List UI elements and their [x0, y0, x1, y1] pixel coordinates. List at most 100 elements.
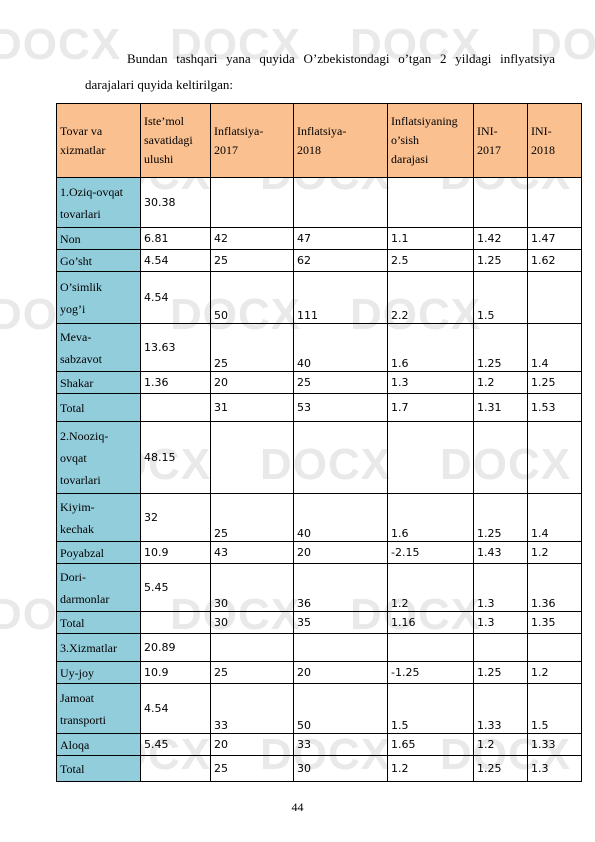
ini-2018-cell: 1.53: [527, 393, 582, 422]
item-name-cell: Total: [56, 755, 141, 782]
ini-2017-cell: 1.43: [473, 541, 528, 564]
inflation-2017-cell: 25: [210, 249, 294, 272]
header-share: Iste’mol savatidagi ulushi: [140, 103, 211, 178]
inflation-2017-cell: 20: [210, 733, 294, 756]
growth-cell: 1.5: [387, 683, 474, 734]
table-header-row: Tovar va xizmatlar Iste’mol savatidagi ulush…: [56, 103, 582, 178]
table-row: Non 6.81 42 47 1.1 1.42 1.47: [56, 227, 582, 250]
ini-2017-cell: 1.3: [473, 563, 528, 612]
growth-cell: -2.15: [387, 541, 474, 564]
item-name: Jamoat: [60, 690, 94, 705]
header-inflation-2018: Inflatsiya- 2018: [293, 103, 388, 178]
item-name: Total: [60, 400, 85, 415]
growth-cell: 2.2: [387, 271, 474, 324]
inflation-2017-cell: 20: [210, 371, 294, 394]
ini-2018-cell: 1.3: [527, 755, 582, 782]
share-cell: [140, 611, 211, 634]
share-cell: 30.38: [140, 177, 211, 228]
share-cell: 4.54: [140, 271, 211, 324]
inflation-table: Tovar va xizmatlar Iste’mol savatidagi ulush…: [56, 103, 582, 782]
growth-cell: 1.7: [387, 393, 474, 422]
inflation-2017-cell: [210, 177, 294, 228]
ini-2018-cell: [527, 633, 582, 662]
growth-cell: [387, 633, 474, 662]
item-name-cell: Poyabzal: [56, 541, 141, 564]
ini-2018-cell: 1.2: [527, 661, 582, 684]
inflation-2018-cell: 25: [293, 371, 388, 394]
item-name: kechak: [60, 521, 94, 536]
ini-2017-cell: 1.25: [473, 661, 528, 684]
inflation-2017-cell: 31: [210, 393, 294, 422]
inflation-2017-cell: 43: [210, 541, 294, 564]
share-cell: [140, 393, 211, 422]
inflation-2017-cell: 50: [210, 271, 294, 324]
ini-2017-cell: [473, 633, 528, 662]
table-row: Shakar 1.36 20 25 1.3 1.2 1.25: [56, 371, 582, 394]
inflation-2018-cell: 20: [293, 661, 388, 684]
inflation-2017-cell: 30: [210, 563, 294, 612]
inflation-2017-cell: 25: [210, 755, 294, 782]
table-row: Total 31 53 1.7 1.31 1.53: [56, 393, 582, 422]
item-name-cell: Non: [56, 227, 141, 250]
inflation-2018-cell: 20: [293, 541, 388, 564]
ini-2018-cell: 1.2: [527, 541, 582, 564]
share-cell: 10.9: [140, 661, 211, 684]
growth-cell: 2.5: [387, 249, 474, 272]
inflation-2018-cell: 47: [293, 227, 388, 250]
ini-2017-cell: 1.2: [473, 371, 528, 394]
share-cell: 13.63: [140, 323, 211, 372]
table-row: Meva-sabzavot 13.63 25 40 1.6 1.25 1.4: [56, 323, 582, 372]
share-cell: 5.45: [140, 563, 211, 612]
inflation-2018-cell: 50: [293, 683, 388, 734]
table-row: Dori-darmonlar 5.45 30 36 1.2 1.3 1.36: [56, 563, 582, 612]
inflation-2018-cell: [293, 421, 388, 494]
item-name: transporti: [60, 712, 106, 727]
ini-2018-cell: 1.5: [527, 683, 582, 734]
intro-line: darajalari quyida keltirilgan:: [85, 77, 233, 92]
header-inflation-2017: Inflatsiya- 2017: [210, 103, 294, 178]
header-text: Inflatsiyaning: [391, 114, 458, 128]
inflation-2018-cell: 36: [293, 563, 388, 612]
ini-2018-cell: [527, 177, 582, 228]
header-text: Inflatsiya-: [214, 123, 264, 138]
header-text: Inflatsiya-: [297, 123, 347, 138]
ini-2018-cell: 1.4: [527, 323, 582, 372]
header-text: 2017: [214, 142, 238, 157]
table-row: Aloqa 5.45 20 33 1.65 1.2 1.33: [56, 733, 582, 756]
header-text: 2017: [477, 142, 501, 157]
inflation-2017-cell: 42: [210, 227, 294, 250]
item-name: ovqat: [60, 450, 87, 465]
ini-2017-cell: 1.33: [473, 683, 528, 734]
table-row: Kiyim-kechak 32 25 40 1.6 1.25 1.4: [56, 493, 582, 542]
item-name: Go’sht: [60, 253, 93, 268]
item-name: Kiyim-: [60, 499, 95, 514]
item-name-cell: Uy-joy: [56, 661, 141, 684]
item-name-cell: Jamoat transporti: [56, 683, 141, 734]
header-text: INI-: [477, 123, 498, 138]
inflation-2018-cell: 62: [293, 249, 388, 272]
inflation-2017-cell: [210, 633, 294, 662]
item-name-cell: Total: [56, 611, 141, 634]
table-row: 1.Oziq-ovqat tovarlari 30.38: [56, 177, 582, 228]
ini-2017-cell: [473, 421, 528, 494]
ini-2017-cell: 1.25: [473, 323, 528, 372]
share-cell: 48.15: [140, 421, 211, 494]
header-ini-2018: INI- 2018: [527, 103, 582, 178]
ini-2017-cell: 1.25: [473, 755, 528, 782]
item-name: yog’i: [60, 301, 86, 316]
inflation-2017-cell: [210, 421, 294, 494]
inflation-2017-cell: 25: [210, 661, 294, 684]
inflation-2017-cell: 30: [210, 611, 294, 634]
item-name-cell: 3.Xizmatlar: [56, 633, 141, 662]
growth-cell: 1.65: [387, 733, 474, 756]
item-name: Non: [60, 231, 81, 246]
header-text: Tovar va: [60, 123, 103, 138]
header-text: ulushi: [144, 152, 174, 166]
table-row: Poyabzal 10.9 43 20 -2.15 1.43 1.2: [56, 541, 582, 564]
share-cell: 6.81: [140, 227, 211, 250]
item-name-cell: Meva-sabzavot: [56, 323, 141, 372]
header-growth: Inflatsiyaning o’sish darajasi: [387, 103, 474, 178]
header-text: INI-: [531, 123, 552, 138]
inflation-2018-cell: 30: [293, 755, 388, 782]
item-name: 2.Nooziq-: [60, 428, 109, 443]
